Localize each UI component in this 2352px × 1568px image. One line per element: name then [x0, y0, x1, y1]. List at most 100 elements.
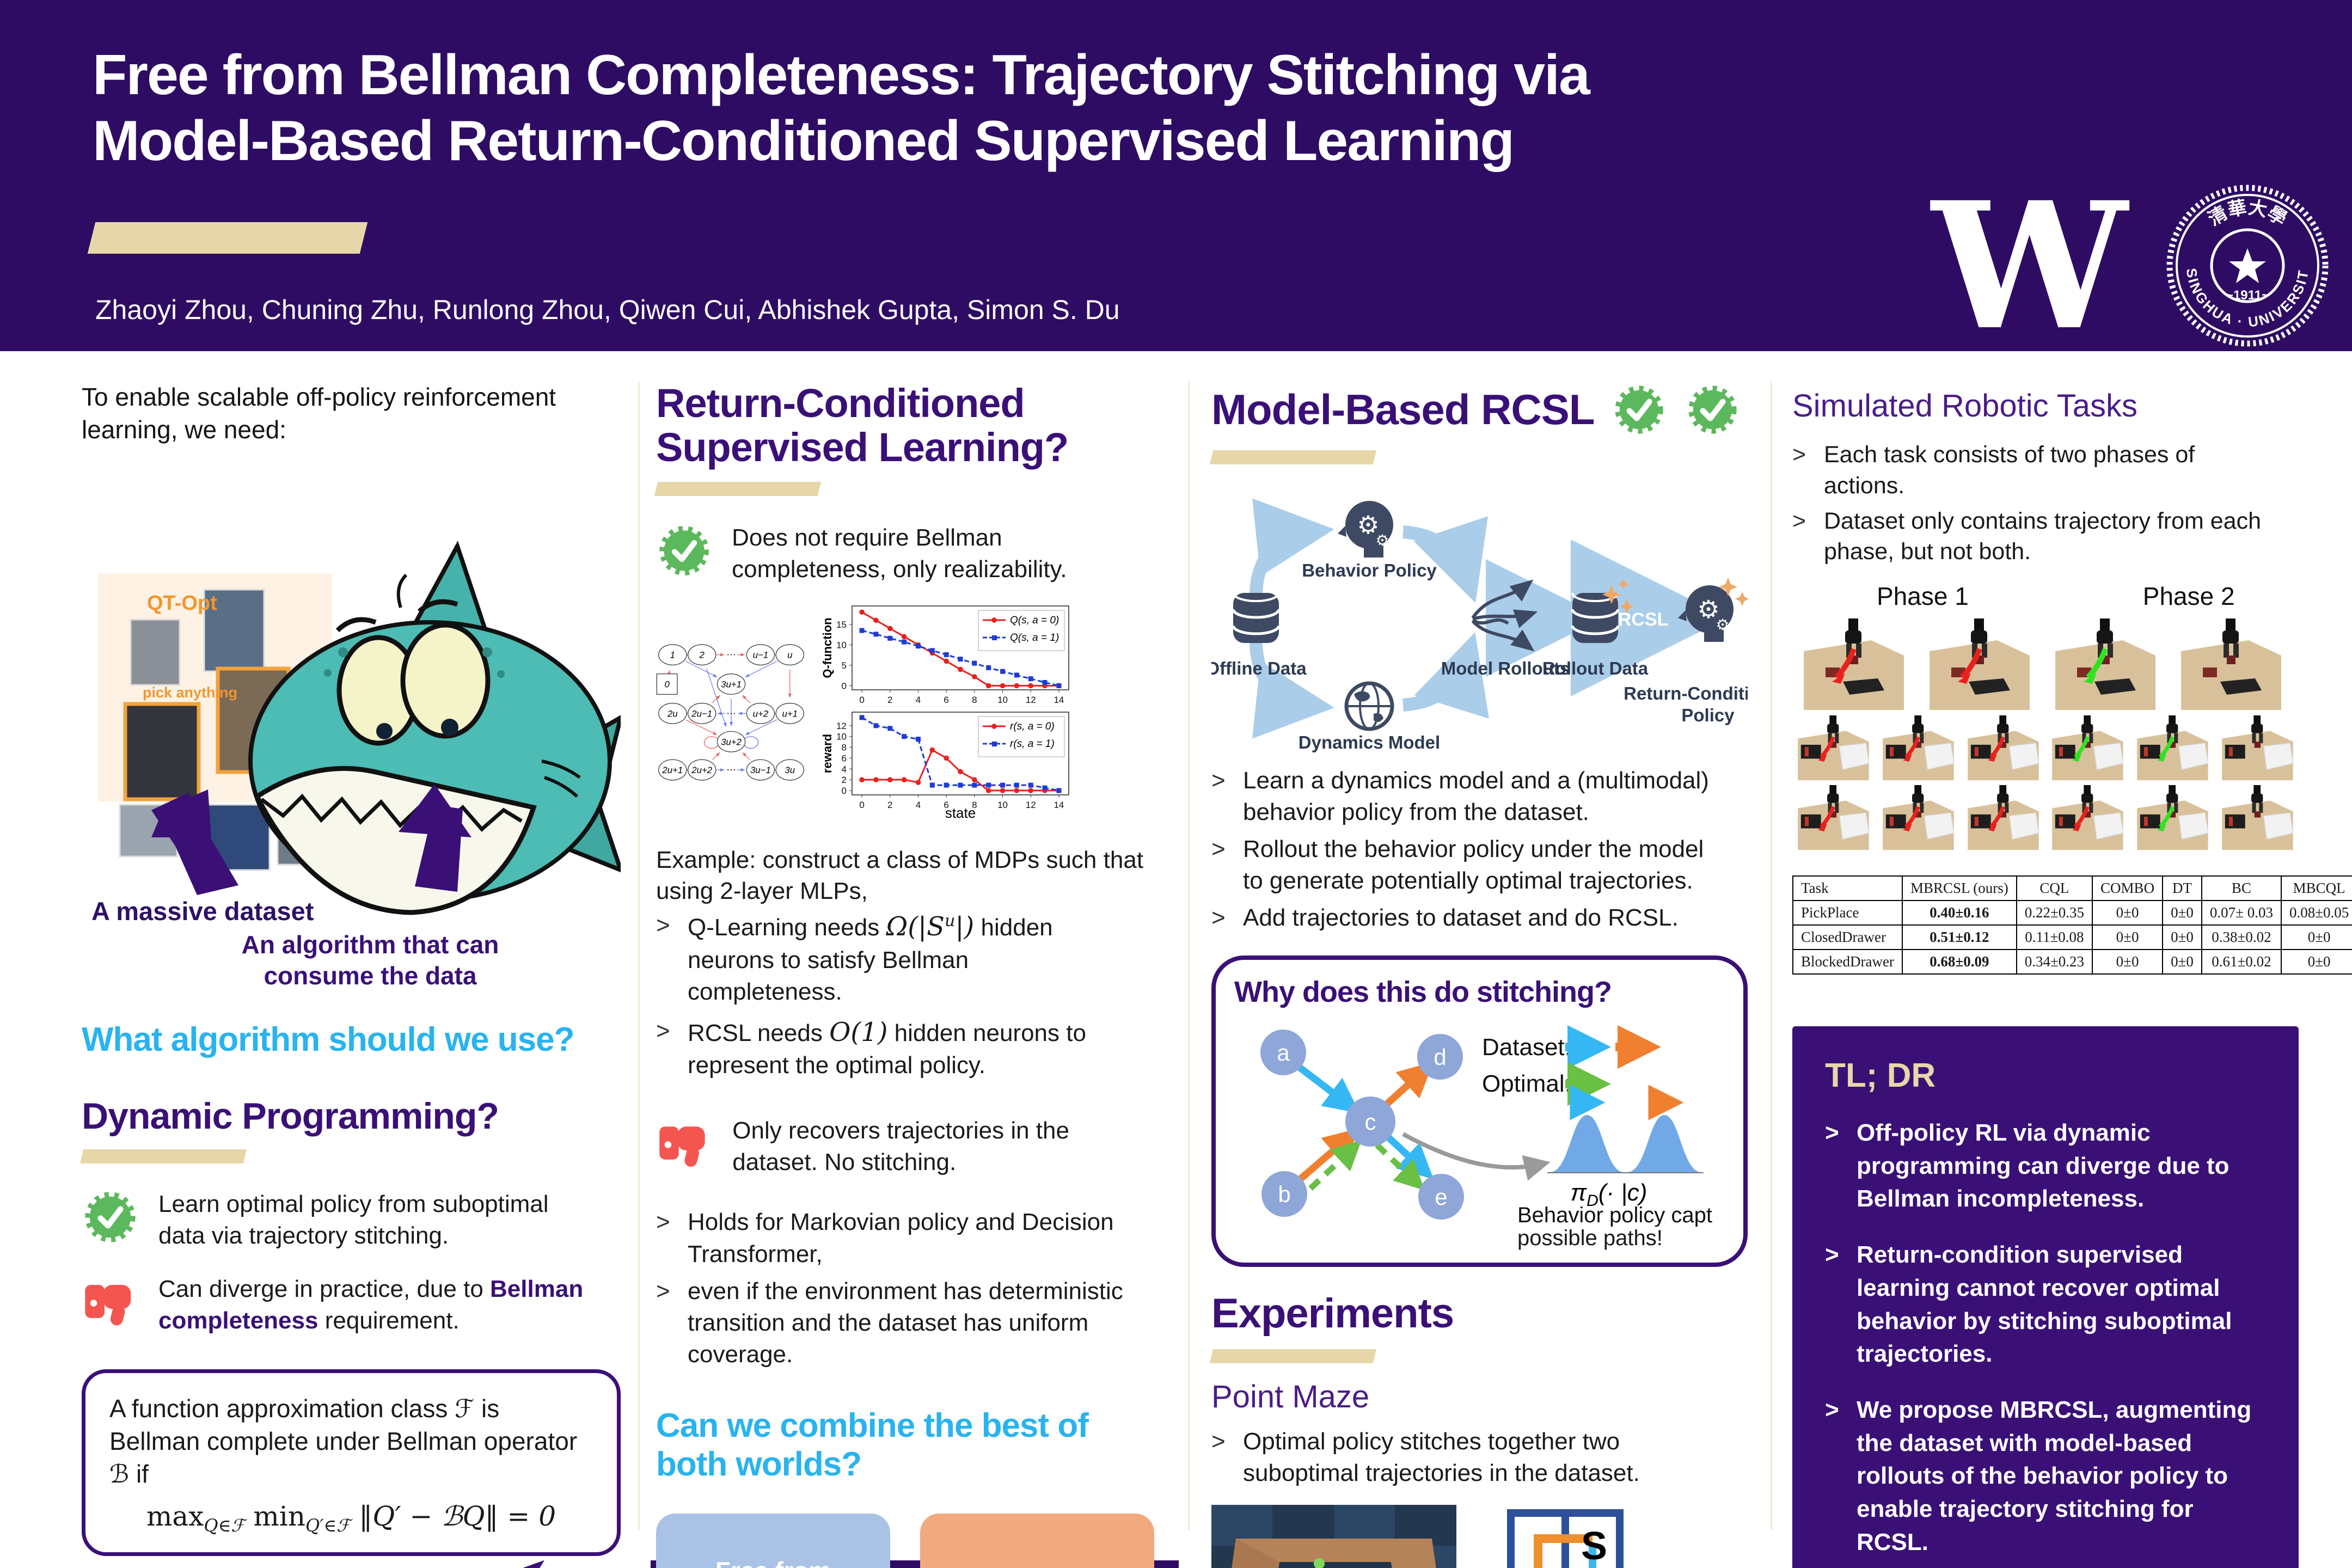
model-rollouts-label: Model Rollouts — [1441, 658, 1570, 678]
bullet-marker: > — [1825, 1241, 1839, 1269]
header: Free from Bellman Completeness: Trajecto… — [0, 0, 2352, 369]
col-header: MBRCSL (ours) — [1901, 875, 2017, 901]
cell: 0±0 — [2280, 949, 2352, 975]
check-badge-icon — [659, 525, 709, 575]
sparkles-icon — [1719, 578, 1749, 606]
svg-text:Q(s, a = 1): Q(s, a = 1) — [1010, 632, 1059, 644]
label-algorithm: An algorithm that can consume the data — [196, 929, 544, 992]
col-header: Task — [1792, 875, 1903, 901]
behavior-distribution — [1547, 1085, 1704, 1174]
shark-illustration — [248, 540, 624, 915]
pointer-arrows — [151, 783, 471, 895]
seal-star — [2229, 248, 2266, 283]
math-max-sub: Q∈ℱ — [204, 1515, 245, 1536]
svg-text:8: 8 — [972, 800, 977, 810]
maze-figures: S G — [1211, 1504, 1748, 1568]
pointmaze-bullet: > Optimal policy stitches together two s… — [1211, 1426, 1748, 1489]
col-header: BC — [2201, 875, 2282, 901]
title-line-2: Model-Based Return-Conditioned Supervise… — [93, 109, 1515, 173]
robot-row — [1792, 715, 2299, 782]
col-header: DT — [2162, 875, 2202, 901]
authors: Zhaoyi Zhou, Chuning Zhu, Runlong Zhou, … — [95, 295, 1120, 325]
table-row: PickPlace 0.40±0.16 0.22±0.35 0±0 0±0 0.07± 0… — [1792, 900, 2352, 926]
cell: 0.40±0.16 — [1901, 900, 2017, 926]
svg-text:0: 0 — [860, 695, 865, 705]
cell: BlockedDrawer — [1792, 949, 1903, 975]
label-algorithm-line1: An algorithm that can — [241, 930, 499, 959]
dynamics-model-icon — [1344, 681, 1394, 731]
dp-heading: Dynamic Programming? — [82, 1095, 499, 1137]
cell: ClosedDrawer — [1792, 924, 1903, 950]
col-header: CQL — [2016, 875, 2093, 901]
question-algorithm: What algorithm should we use? — [82, 1020, 574, 1058]
tldr-bullet-3-text: We propose MBRCSL, augmenting the datase… — [1857, 1396, 2252, 1555]
mbrcsl-accent-bar — [1209, 450, 1377, 464]
pointmaze-heading: Point Maze — [1211, 1379, 1370, 1415]
rcsl-con-item: Only recovers trajectories in the datase… — [656, 1115, 1154, 1178]
mbrcsl-bullet-3-text: Add trajectories to dataset and do RCSL. — [1243, 904, 1679, 932]
rcsl-needs-bullet: > RCSL needs O(1) hidden neurons to repr… — [656, 1015, 1154, 1081]
node-a: a — [1277, 1040, 1290, 1065]
mbrcsl-bullet-2-text: Rollout the behavior policy under the mo… — [1243, 836, 1704, 895]
svg-text:2u−1: 2u−1 — [691, 708, 712, 719]
poster-title: Free from Bellman Completeness: Trajecto… — [93, 42, 1590, 174]
shark-dataset-figure: QT-Opt pick anything Push T — [91, 540, 624, 926]
stitching-heading: Why does this do stitching? — [1234, 976, 1612, 1009]
rcsl-heading-line1: Return-Conditioned — [656, 381, 1025, 426]
cell: 0.08±0.05 — [2280, 900, 2352, 926]
robot-task-image — [1962, 715, 2044, 782]
svg-text:u+1: u+1 — [782, 708, 798, 719]
stitching-caption-line1: Behavior policy captures all — [1517, 1203, 1713, 1227]
column-separator — [638, 381, 640, 1530]
svg-text:10: 10 — [836, 732, 847, 742]
robot-row — [1792, 785, 2299, 852]
svg-text:⚙: ⚙ — [1375, 532, 1389, 549]
robot-task-image — [1792, 618, 1915, 712]
robotics-bullet-1: > Each task consists of two phases of ac… — [1792, 439, 2299, 501]
trajectory-stitching-box: Trajectory stitching — [920, 1514, 1154, 1568]
mbrcsl-bullet-1-text: Learn a dynamics model and a (multimodal… — [1243, 767, 1709, 826]
robotics-bullet-1-text: Each task consists of two phases of acti… — [1824, 442, 2195, 499]
svg-text:3u+1: 3u+1 — [721, 679, 742, 690]
offline-data-label: Offline Data — [1211, 658, 1307, 678]
svg-text:2: 2 — [842, 775, 847, 785]
dp-con-item: Can diverge in practice, due to Bellman … — [82, 1273, 621, 1337]
thumbs-down-icon — [659, 1126, 705, 1167]
qlearning-math-post: |) — [955, 911, 975, 942]
pi-symbol: π — [1571, 1179, 1588, 1206]
robot-task-grid — [1792, 618, 2299, 852]
svg-text:5: 5 — [842, 660, 847, 671]
svg-text:8: 8 — [972, 695, 977, 705]
svg-text:10: 10 — [997, 800, 1008, 810]
math-min-sub: Q′∈ℱ — [305, 1515, 351, 1536]
mbrcsl-heading: Model-Based RCSL — [1211, 385, 1595, 433]
column-robotics: Simulated Robotic Tasks > Each task cons… — [1792, 388, 2352, 1568]
cell: 0±0 — [2092, 900, 2164, 926]
intro-text: To enable scalable off-policy reinforcem… — [82, 383, 556, 444]
dp-con-text: Can diverge in practice, due to Bellman … — [158, 1273, 594, 1337]
bullet-marker: > — [1825, 1119, 1839, 1146]
phase-labels: Phase 1 Phase 2 — [1792, 581, 2299, 611]
svg-text:3u−1: 3u−1 — [750, 765, 771, 775]
bullet-marker: > — [1211, 836, 1226, 863]
svg-text:⋯: ⋯ — [726, 764, 736, 775]
cell: 0.68±0.09 — [1901, 949, 2017, 975]
rollout-data-icon — [1571, 579, 1634, 643]
table-row: BlockedDrawer 0.68±0.09 0.34±0.23 0±0 0±0 0.6… — [1792, 949, 2352, 975]
cell: 0±0 — [2280, 924, 2352, 950]
mbrcsl-bullet-1: > Learn a dynamics model and a (multimod… — [1211, 765, 1748, 828]
column-separator — [1771, 381, 1772, 1530]
math-min: min — [253, 1500, 305, 1532]
check-badge-icon — [85, 1192, 136, 1242]
qlearning-pre: Q-Learning needs — [688, 914, 886, 941]
qlearning-math: Ω(|S — [886, 911, 945, 942]
robot-task-image — [1792, 715, 1875, 782]
rollout-data-label: Rollout Data — [1542, 658, 1649, 678]
svg-text:r(s, a = 0): r(s, a = 0) — [1010, 721, 1055, 732]
tldr-heading: TL; DR — [1825, 1057, 1936, 1094]
cell: 0.34±0.23 — [2016, 949, 2093, 975]
uw-logo: W — [1932, 164, 2128, 369]
svg-text:reward: reward — [823, 734, 834, 773]
col-header: MBCQL — [2280, 875, 2352, 901]
